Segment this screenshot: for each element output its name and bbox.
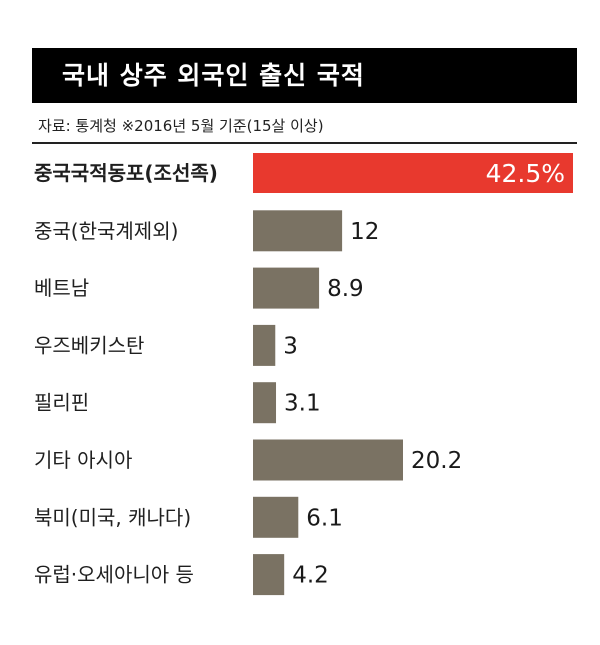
- title-bar: 국내 상주 외국인 출신 국적: [32, 48, 577, 103]
- value-label: 8.9: [327, 276, 364, 302]
- bar: [253, 210, 343, 252]
- category-label: 중국(한국계제외): [34, 219, 178, 243]
- chart-title: 국내 상주 외국인 출신 국적: [62, 61, 365, 90]
- value-label: 6.1: [306, 505, 343, 531]
- bar: [253, 382, 277, 424]
- category-label: 베트남: [34, 276, 89, 300]
- value-label: 3: [283, 333, 298, 359]
- bar: [253, 324, 276, 366]
- category-label: 필리핀: [34, 391, 89, 415]
- source-note: 자료: 통계청 ※2016년 5월 기준(15살 이상): [38, 117, 324, 135]
- category-label: 우즈베키스탄: [34, 333, 144, 357]
- bar-highlight: [253, 153, 573, 193]
- value-label: 20.2: [411, 448, 462, 474]
- value-label: 42.5%: [486, 159, 565, 188]
- bar: [253, 267, 320, 309]
- category-label: 북미(미국, 캐나다): [34, 505, 191, 529]
- category-label: 중국국적동포(조선족): [34, 161, 218, 185]
- bar: [253, 496, 299, 538]
- category-label: 기타 아시아: [34, 448, 132, 472]
- bar: [253, 439, 403, 481]
- category-label: 유럽·오세아니아 등: [34, 563, 194, 587]
- value-label: 3.1: [284, 391, 321, 417]
- value-label: 4.2: [292, 563, 329, 589]
- value-label: 12: [350, 219, 379, 245]
- bar: [253, 554, 285, 596]
- divider: [32, 142, 577, 144]
